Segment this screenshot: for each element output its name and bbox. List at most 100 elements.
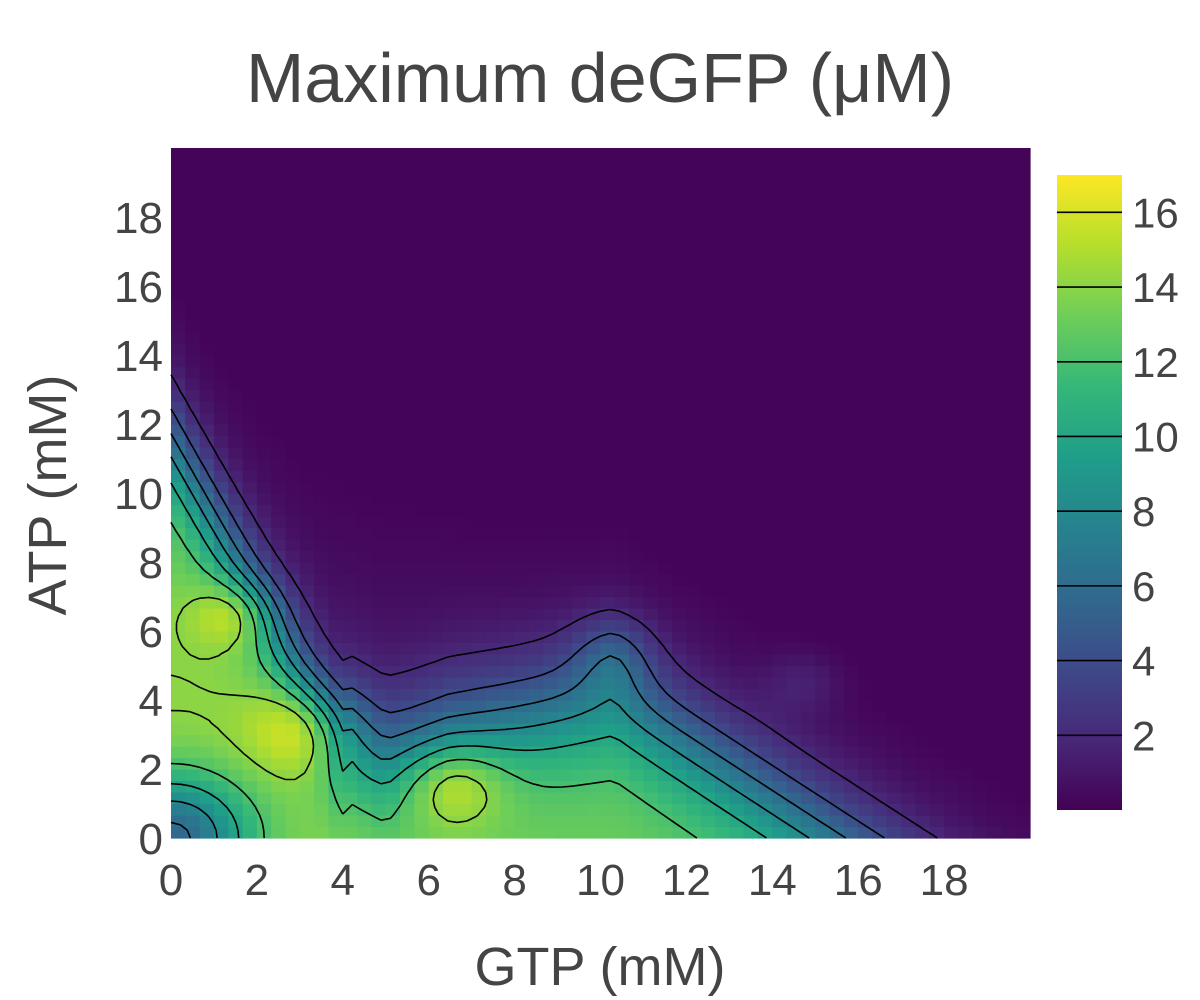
heatmap-cell xyxy=(829,550,845,563)
heatmap-cell xyxy=(514,527,530,540)
heatmap-cell xyxy=(543,194,559,207)
heatmap-cell xyxy=(571,608,587,621)
heatmap-cell xyxy=(786,378,802,391)
heatmap-cell xyxy=(400,769,415,782)
heatmap-cell xyxy=(1001,159,1017,172)
heatmap-cell xyxy=(944,723,960,736)
heatmap-cell xyxy=(757,746,773,759)
heatmap-cell xyxy=(1015,389,1031,402)
heatmap-cell xyxy=(299,343,315,356)
heatmap-cell xyxy=(629,585,645,598)
heatmap-cell xyxy=(614,458,630,471)
heatmap-cell xyxy=(342,746,358,759)
heatmap-cell xyxy=(772,826,788,839)
heatmap-cell xyxy=(972,159,988,172)
heatmap-cell xyxy=(815,320,831,333)
heatmap-cell xyxy=(1015,746,1031,759)
heatmap-cell xyxy=(987,481,1002,494)
heatmap-cell xyxy=(299,366,315,379)
heatmap-cell xyxy=(171,711,186,724)
heatmap-cell xyxy=(829,182,845,195)
heatmap-cell xyxy=(886,711,902,724)
heatmap-cell xyxy=(256,757,272,770)
heatmap-cell xyxy=(457,424,473,437)
heatmap-cell xyxy=(944,815,960,828)
heatmap-cell xyxy=(357,642,373,655)
heatmap-cell xyxy=(171,148,186,161)
heatmap-cell xyxy=(657,458,673,471)
heatmap-cell xyxy=(700,343,716,356)
heatmap-cell xyxy=(729,205,745,218)
heatmap-cell xyxy=(500,654,516,667)
heatmap-cell xyxy=(944,205,960,218)
heatmap-cell xyxy=(915,803,931,816)
heatmap-cell xyxy=(414,171,430,184)
heatmap-cell xyxy=(929,619,945,632)
heatmap-cell xyxy=(371,309,387,322)
heatmap-cell xyxy=(213,182,229,195)
heatmap-cell xyxy=(199,240,215,253)
heatmap-cell xyxy=(843,700,859,713)
heatmap-cell xyxy=(342,263,358,276)
heatmap-cell xyxy=(271,780,287,793)
heatmap-cell xyxy=(414,642,430,655)
heatmap-cell xyxy=(800,746,816,759)
heatmap-cell xyxy=(915,205,931,218)
heatmap-cell xyxy=(915,412,931,425)
heatmap-cell xyxy=(600,447,616,460)
heatmap-cell xyxy=(199,746,215,759)
heatmap-cell xyxy=(414,527,430,540)
heatmap-cell xyxy=(800,527,816,540)
heatmap-cell xyxy=(557,343,573,356)
heatmap-cell xyxy=(1015,792,1031,805)
heatmap-cell xyxy=(786,240,802,253)
heatmap-cell xyxy=(485,654,501,667)
heatmap-cell xyxy=(1001,803,1017,816)
heatmap-cell xyxy=(213,654,229,667)
heatmap-cell xyxy=(815,516,831,529)
heatmap-cell xyxy=(700,596,716,609)
heatmap-cell xyxy=(972,240,988,253)
heatmap-cell xyxy=(357,182,373,195)
heatmap-cell xyxy=(944,194,960,207)
heatmap-cell xyxy=(185,458,201,471)
heatmap-cell xyxy=(571,688,587,701)
heatmap-cell xyxy=(772,447,788,460)
heatmap-cell xyxy=(815,159,831,172)
heatmap-cell xyxy=(600,366,616,379)
heatmap-cell xyxy=(643,424,659,437)
heatmap-cell xyxy=(786,171,802,184)
heatmap-cell xyxy=(672,263,687,276)
heatmap-cell xyxy=(958,481,974,494)
heatmap-cell xyxy=(672,757,687,770)
heatmap-cell xyxy=(357,562,373,575)
heatmap-cell xyxy=(929,746,945,759)
heatmap-cell xyxy=(443,274,458,287)
heatmap-cell xyxy=(500,539,516,552)
heatmap-cell xyxy=(228,309,244,322)
heatmap-cell xyxy=(772,309,788,322)
heatmap-cell xyxy=(600,217,616,230)
heatmap-cell xyxy=(428,769,444,782)
heatmap-cell xyxy=(213,320,229,333)
heatmap-cell xyxy=(657,504,673,517)
heatmap-cell xyxy=(357,734,373,747)
heatmap-cell xyxy=(915,263,931,276)
heatmap-cell xyxy=(199,458,215,471)
heatmap-cell xyxy=(342,596,358,609)
heatmap-cell xyxy=(729,470,745,483)
heatmap-cell xyxy=(600,378,616,391)
heatmap-cell xyxy=(586,573,602,586)
heatmap-cell xyxy=(1015,504,1031,517)
heatmap-cell xyxy=(772,389,788,402)
heatmap-cell xyxy=(915,458,931,471)
heatmap-cell xyxy=(285,792,301,805)
heatmap-cell xyxy=(342,504,358,517)
heatmap-cell xyxy=(185,527,201,540)
heatmap-cell xyxy=(972,746,988,759)
heatmap-cell xyxy=(958,251,974,264)
heatmap-cell xyxy=(543,458,559,471)
heatmap-cell xyxy=(886,573,902,586)
heatmap-cell xyxy=(829,757,845,770)
heatmap-cell xyxy=(657,493,673,506)
